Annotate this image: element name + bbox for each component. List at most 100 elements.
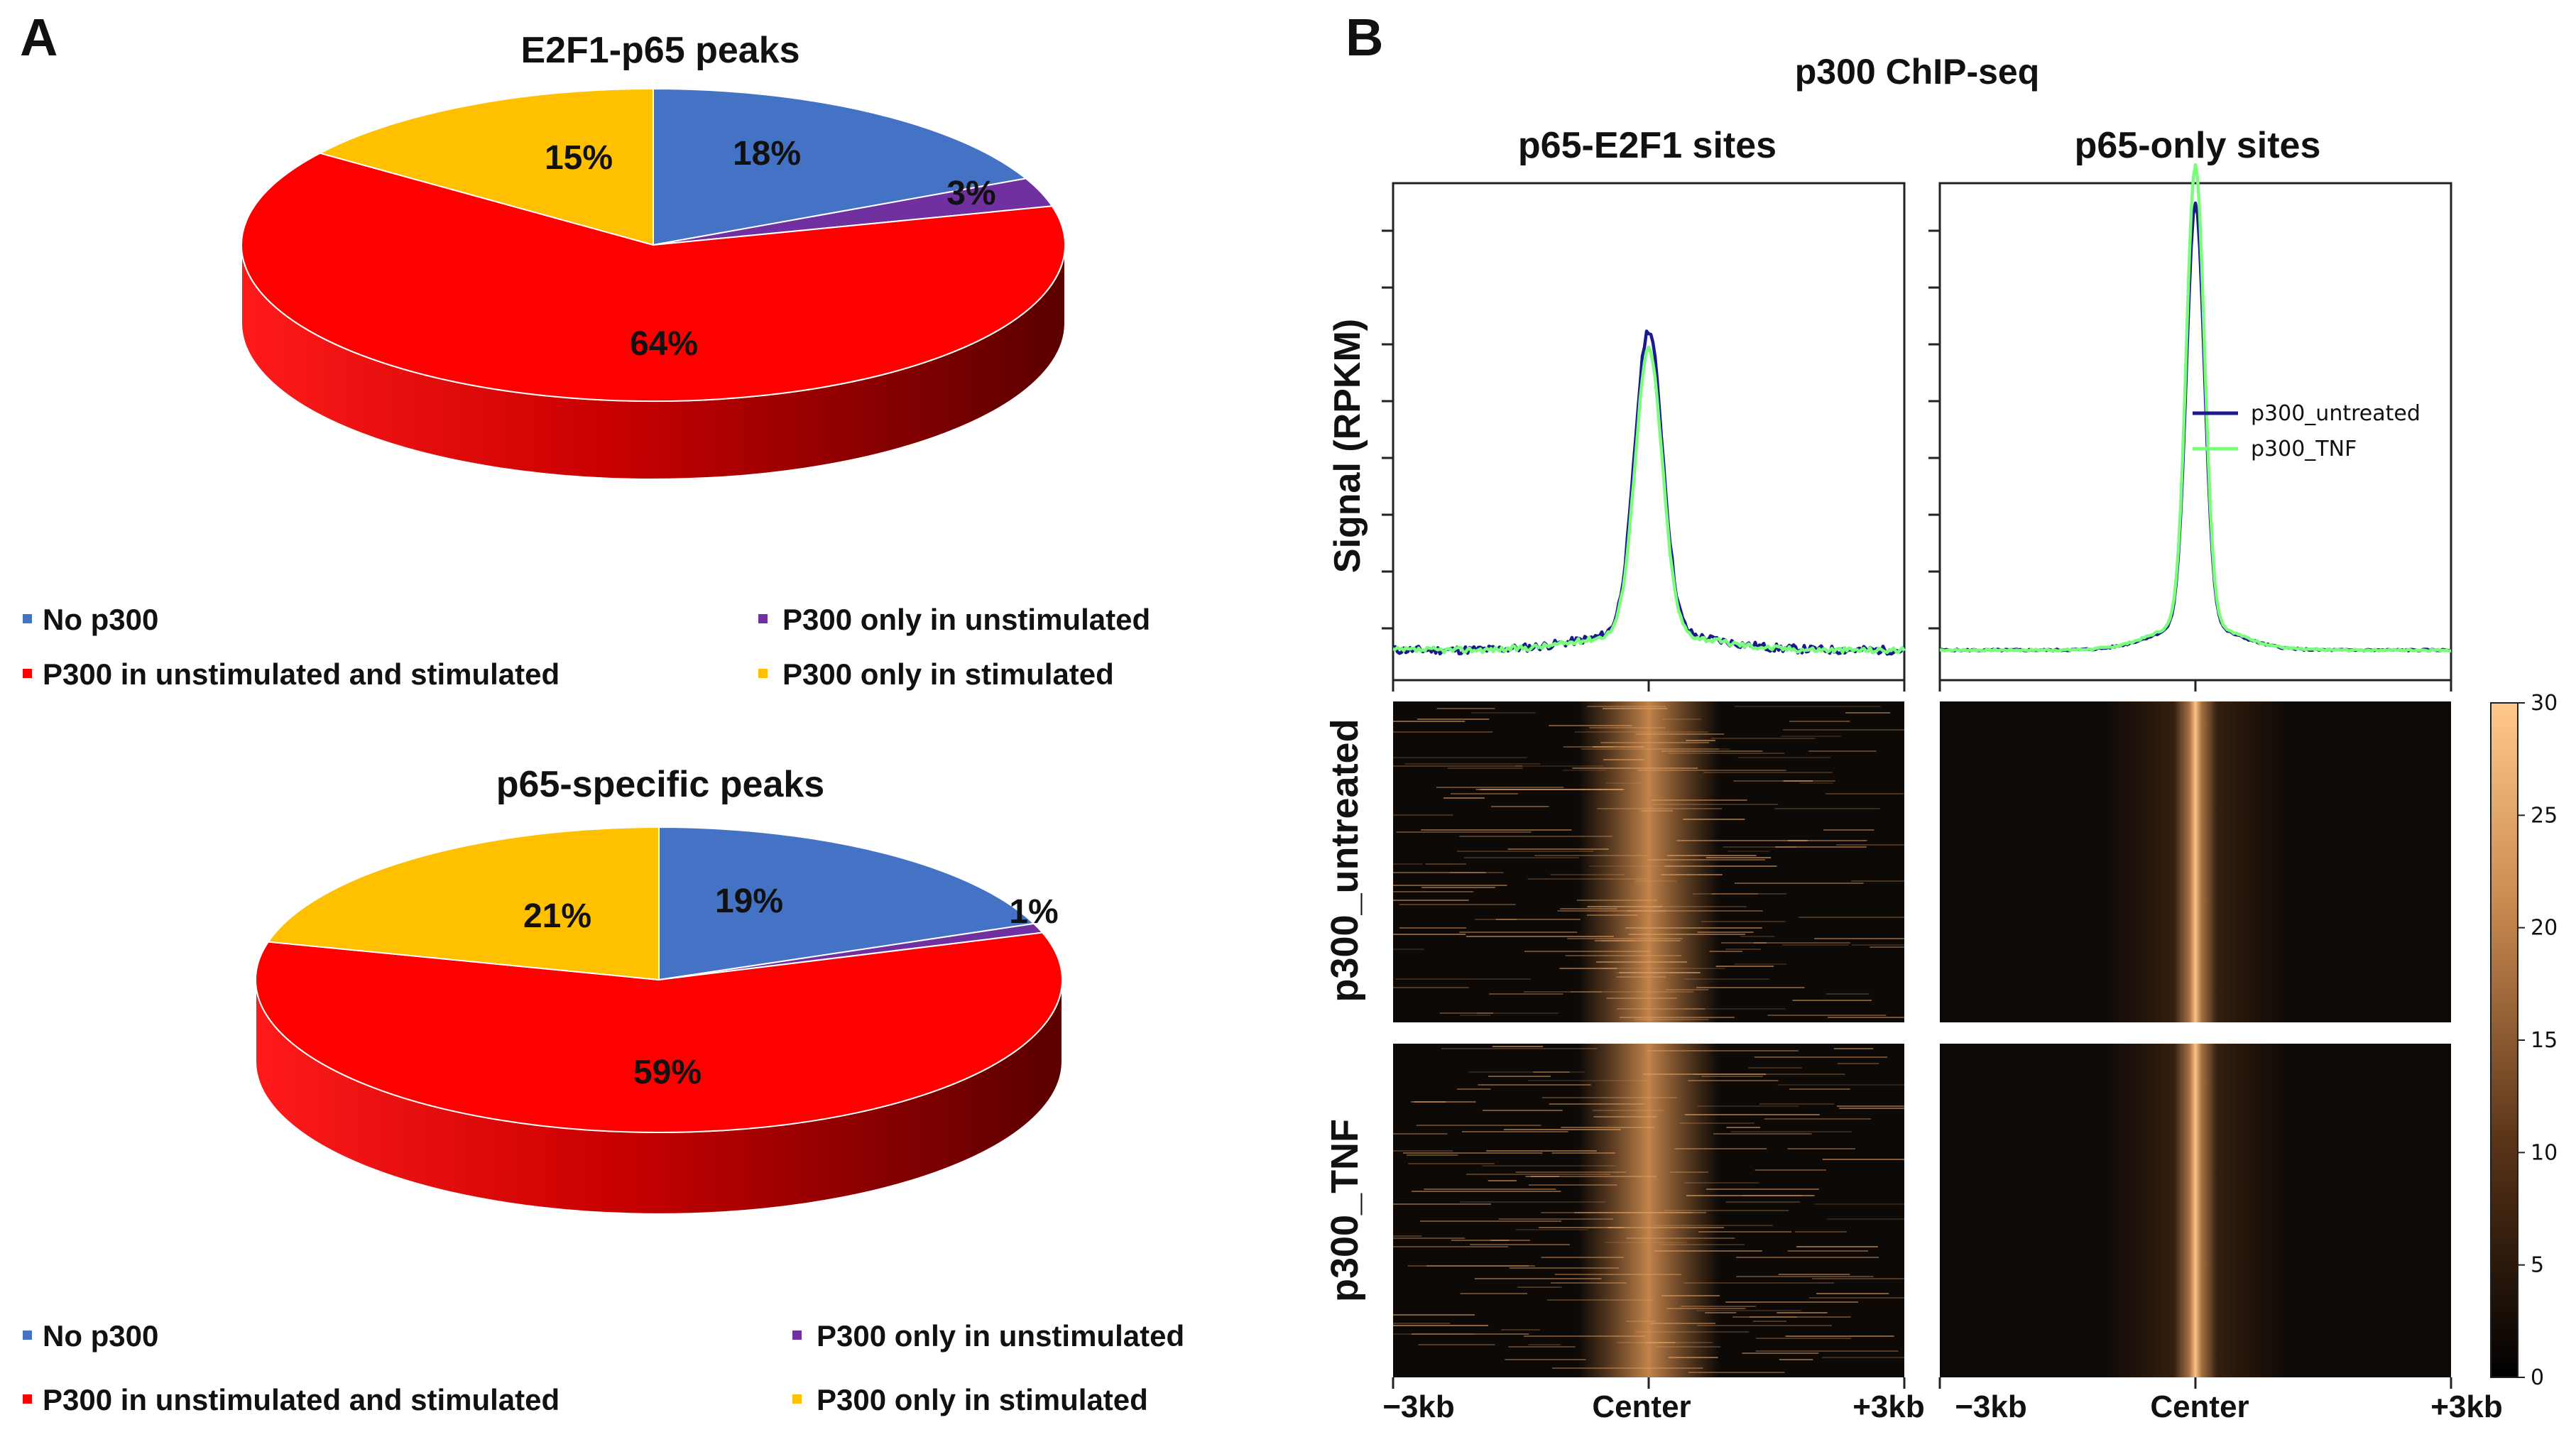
- heatmap-streak: [1399, 904, 1516, 905]
- heatmap-streak: [1393, 1323, 1451, 1324]
- heatmap-streak: [1460, 1293, 1528, 1294]
- heatmap-streak: [1557, 910, 1666, 912]
- profile-xticks: [1392, 680, 2452, 692]
- heatmap-streak: [1668, 1357, 1718, 1358]
- heatmap-streak: [1603, 708, 1668, 709]
- heatmap-streak: [1393, 900, 1469, 901]
- heatmap-streak: [1736, 1257, 1879, 1258]
- heatmap-streak: [1662, 718, 1701, 720]
- heatmap-streak: [1779, 1359, 1813, 1360]
- heatmap-streak: [1816, 1293, 1889, 1294]
- heatmap-streak: [1480, 789, 1623, 790]
- heatmap-streak: [1789, 721, 1850, 722]
- panel-a-label: A: [20, 8, 58, 67]
- heatmap-streak: [1407, 1265, 1529, 1267]
- profile-p65-untreated: [1939, 201, 2452, 653]
- heatmap-streak: [1492, 1046, 1544, 1047]
- pie1-label-both: 64%: [630, 325, 698, 363]
- legend1-only-stim: P300 only in stimulated: [782, 657, 1114, 691]
- heatmap-streak: [1393, 1237, 1466, 1239]
- heatmap-streak: [1713, 1133, 1812, 1135]
- pie1-slice-only-stim: [318, 87, 654, 246]
- heatmap-streak: [1701, 1076, 1763, 1077]
- colorbar-ticks: 0 5 10 15 20 25 30: [2518, 691, 2558, 1390]
- heatmap-streak: [1470, 712, 1537, 714]
- heatmap-streak: [1420, 1220, 1561, 1222]
- heatmap-streak: [1393, 1150, 1453, 1152]
- heatmap-streak: [1560, 908, 1617, 909]
- pie-chart-e2f1-p65: E2F1-p65 peaks 18% 3% 64% 15%: [241, 30, 1066, 480]
- heatmap-streak: [1752, 1321, 1787, 1322]
- heatmap-streak: [1837, 1063, 1879, 1064]
- heatmap-streak: [1688, 1372, 1785, 1373]
- pie2-label-no-p300: 19%: [715, 883, 783, 920]
- heatmap-streak: [1683, 978, 1769, 980]
- profile-p65-tnf: [1939, 163, 2452, 653]
- heatmap-streak: [1754, 942, 1850, 944]
- pie2-label-only-stim: 21%: [523, 897, 591, 935]
- heatmap-streak: [1498, 1218, 1613, 1220]
- profile-lines-e2f1: [1392, 329, 1906, 656]
- profile-ylabel: Signal (RPKM): [1327, 319, 1368, 573]
- heatmap-streak: [1426, 1265, 1536, 1267]
- heatmap-streak: [1735, 963, 1786, 965]
- heatmap-streak: [1393, 891, 1474, 892]
- heatmap-streak: [1646, 1050, 1799, 1051]
- heatmap-streak: [1393, 885, 1507, 886]
- heatmap-streak: [1696, 987, 1805, 988]
- heatmap-streak: [1654, 1250, 1762, 1252]
- heatmap-streak: [1670, 1171, 1708, 1173]
- heatmap-streak: [1755, 1350, 1899, 1352]
- heatmap-streak: [1524, 1335, 1646, 1337]
- heatmap-streak: [1742, 1353, 1819, 1354]
- heatmap-streak: [1408, 1163, 1495, 1164]
- heatmap-streak: [1436, 787, 1564, 788]
- pie2-slice-no-p300: [658, 826, 1036, 981]
- heatmap-streak: [1600, 742, 1710, 743]
- heatmap-streak: [1800, 782, 1833, 784]
- profile-yticks-e2f1: [1382, 229, 1393, 630]
- heatmap-streak: [1571, 991, 1693, 993]
- heatmap-streak: [1436, 708, 1495, 709]
- heatmap-streak: [1581, 748, 1720, 750]
- heatmap-streak: [1777, 1084, 1904, 1086]
- heatmap-streak: [1635, 733, 1725, 735]
- heatmap-streak: [1393, 1203, 1492, 1205]
- heatmap-streak: [1393, 765, 1523, 767]
- heatmap-streak: [1443, 797, 1485, 799]
- heatmap-streak: [1825, 993, 1870, 995]
- heatmap-streak: [1421, 829, 1572, 831]
- pie1-labels: 18% 3% 64% 15%: [545, 135, 996, 363]
- heatmap-streak: [1396, 831, 1532, 833]
- heatmap-streak: [1845, 712, 1891, 714]
- heatmap-streak: [1617, 1008, 1705, 1010]
- heatmap-streak: [1787, 1148, 1855, 1149]
- legend1-only-unstim: P300 only in unstimulated: [782, 603, 1150, 636]
- heatmap-streak: [1725, 949, 1761, 950]
- heatmap-streak: [1393, 731, 1493, 733]
- pie1-slice-no-p300: [653, 87, 1028, 246]
- heatmap-streak: [1457, 851, 1594, 852]
- profile-e2f1-tnf: [1392, 345, 1906, 655]
- profile-frame-p65only: [1938, 182, 2452, 682]
- heatmap-streak: [1456, 1088, 1491, 1090]
- heatmap-streak: [1725, 1201, 1801, 1203]
- heatmap-streak: [1402, 1152, 1543, 1154]
- heatmap-streak: [1754, 1169, 1826, 1171]
- heatmap-streak: [1783, 780, 1813, 782]
- pie1-label-only-stim: 15%: [545, 139, 613, 177]
- heatmap-streak: [1616, 976, 1666, 978]
- heatmap-streak: [1593, 746, 1644, 748]
- heatmap-streak: [1515, 1229, 1588, 1230]
- heatmap-streak: [1393, 1133, 1448, 1135]
- panel-b-title: p300 ChIP-seq: [1795, 52, 2040, 92]
- heatmap-streak: [1505, 1359, 1586, 1360]
- heatmap-streak: [1593, 1116, 1657, 1118]
- heatmap-streak: [1703, 772, 1833, 773]
- heatmap-streak: [1634, 1019, 1709, 1020]
- colorbar: 0 5 10 15 20 25 30: [2490, 691, 2558, 1390]
- heatmap-streak: [1697, 1325, 1832, 1326]
- heatmap-streak: [1528, 1184, 1617, 1186]
- heatmap-streak: [1523, 991, 1603, 993]
- heatmap-xticks: [1392, 1377, 2452, 1389]
